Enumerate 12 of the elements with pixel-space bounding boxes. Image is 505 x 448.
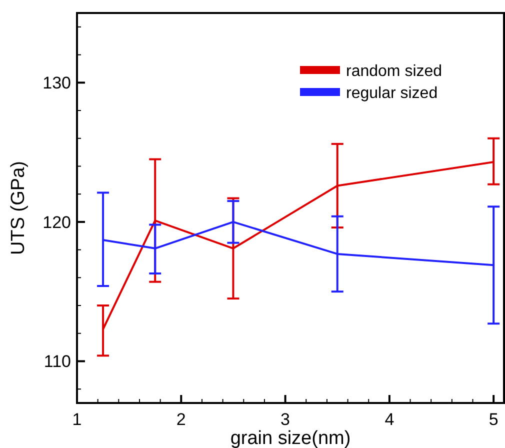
- y-tick-label: 130: [42, 74, 71, 93]
- legend-label: random sized: [346, 63, 442, 80]
- x-tick-label: 4: [384, 410, 394, 429]
- x-tick-label: 1: [72, 410, 82, 429]
- y-axis-title: UTS (GPa): [8, 161, 29, 255]
- legend-label: regular sized: [346, 85, 438, 102]
- x-tick-label: 3: [280, 410, 290, 429]
- y-tick-label: 110: [44, 352, 71, 372]
- x-tick-label: 2: [176, 410, 186, 429]
- x-tick-label: 5: [488, 410, 498, 429]
- x-axis-title: grain size(nm): [230, 428, 351, 448]
- y-tick-label: 120: [42, 212, 71, 232]
